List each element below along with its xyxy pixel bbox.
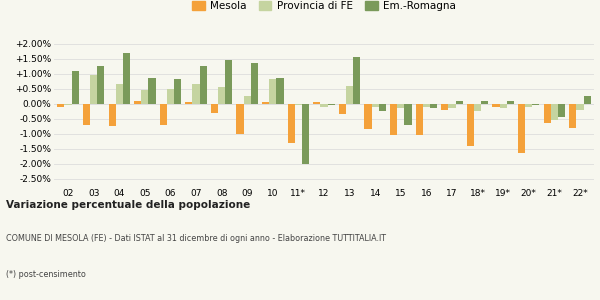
Text: COMUNE DI MESOLA (FE) - Dati ISTAT al 31 dicembre di ogni anno - Elaborazione TU: COMUNE DI MESOLA (FE) - Dati ISTAT al 31…	[6, 234, 386, 243]
Bar	[58, 103, 64, 106]
Bar	[134, 100, 141, 103]
Bar	[269, 79, 277, 104]
Bar	[500, 103, 507, 108]
Bar	[441, 103, 448, 109]
Bar	[116, 84, 123, 104]
Bar	[448, 103, 455, 108]
Bar	[353, 57, 361, 104]
Bar	[569, 103, 577, 127]
Bar	[64, 103, 71, 105]
Bar	[236, 103, 244, 134]
Bar	[455, 101, 463, 104]
Bar	[97, 66, 104, 104]
Bar	[295, 103, 302, 105]
Bar	[544, 103, 551, 123]
Bar	[404, 103, 412, 124]
Bar	[83, 103, 90, 124]
Bar	[346, 85, 353, 103]
Bar	[148, 78, 155, 103]
Bar	[493, 103, 500, 106]
Bar	[320, 103, 328, 106]
Bar	[160, 103, 167, 124]
Bar	[584, 96, 590, 103]
Bar	[141, 90, 148, 104]
Bar	[371, 103, 379, 106]
Bar	[518, 103, 525, 153]
Bar	[174, 79, 181, 104]
Bar	[558, 103, 565, 117]
Bar	[109, 103, 116, 126]
Bar	[302, 103, 309, 164]
Bar	[71, 70, 79, 104]
Bar	[251, 63, 258, 104]
Bar	[474, 103, 481, 111]
Bar	[193, 84, 200, 104]
Bar	[390, 103, 397, 135]
Bar	[123, 52, 130, 104]
Bar	[200, 66, 207, 104]
Bar	[364, 103, 371, 129]
Bar	[525, 103, 532, 106]
Bar	[423, 103, 430, 106]
Bar	[262, 102, 269, 104]
Bar	[481, 100, 488, 103]
Bar	[218, 87, 225, 104]
Bar	[313, 102, 320, 104]
Bar	[416, 103, 423, 135]
Bar	[551, 103, 558, 120]
Bar	[225, 60, 232, 103]
Bar	[167, 89, 174, 103]
Bar	[397, 103, 404, 108]
Bar	[467, 103, 474, 146]
Bar	[507, 100, 514, 103]
Bar	[90, 75, 97, 104]
Bar	[328, 103, 335, 105]
Bar	[379, 103, 386, 111]
Bar	[430, 103, 437, 108]
Legend: Mesola, Provincia di FE, Em.-Romagna: Mesola, Provincia di FE, Em.-Romagna	[190, 0, 458, 14]
Text: (*) post-censimento: (*) post-censimento	[6, 270, 86, 279]
Text: Variazione percentuale della popolazione: Variazione percentuale della popolazione	[6, 200, 250, 209]
Bar	[287, 103, 295, 142]
Bar	[532, 103, 539, 105]
Bar	[577, 103, 584, 109]
Bar	[244, 96, 251, 103]
Bar	[211, 103, 218, 112]
Bar	[277, 78, 284, 103]
Bar	[185, 102, 193, 104]
Bar	[339, 103, 346, 114]
